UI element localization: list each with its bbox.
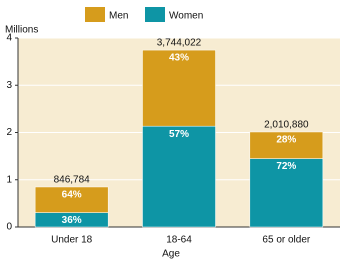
y-tick-label: 3: [6, 80, 12, 91]
y-tick-label: 2: [6, 127, 12, 138]
total-label: 846,784: [54, 175, 91, 186]
x-tick-label: 18-64: [166, 235, 192, 246]
legend-label: Women: [169, 11, 203, 22]
segment-label: 36%: [62, 215, 82, 226]
bar-segment: [142, 49, 216, 127]
legend-swatch: [145, 7, 165, 22]
segment-label: 64%: [62, 190, 82, 201]
y-tick-label: 1: [6, 174, 12, 185]
total-label: 3,744,022: [157, 38, 202, 49]
segment-label: 28%: [276, 135, 296, 146]
legend-label: Men: [109, 11, 128, 22]
bar-segment: [34, 186, 109, 213]
total-label: 2,010,880: [264, 120, 309, 131]
y-unit-label: Millions: [5, 25, 38, 36]
segment-label: 43%: [169, 53, 189, 64]
legend-swatch: [85, 7, 105, 22]
segment-label: 72%: [276, 161, 296, 172]
y-tick-label: 4: [6, 33, 12, 44]
bar-segment: [249, 131, 324, 159]
x-tick-label: 65 or older: [262, 235, 310, 246]
x-axis-label: Age: [162, 249, 180, 260]
x-tick-label: Under 18: [51, 235, 93, 246]
bar-segment: [142, 125, 216, 228]
y-tick-label: 0: [6, 222, 12, 233]
bar-segment: [249, 158, 324, 228]
segment-label: 57%: [169, 129, 189, 140]
